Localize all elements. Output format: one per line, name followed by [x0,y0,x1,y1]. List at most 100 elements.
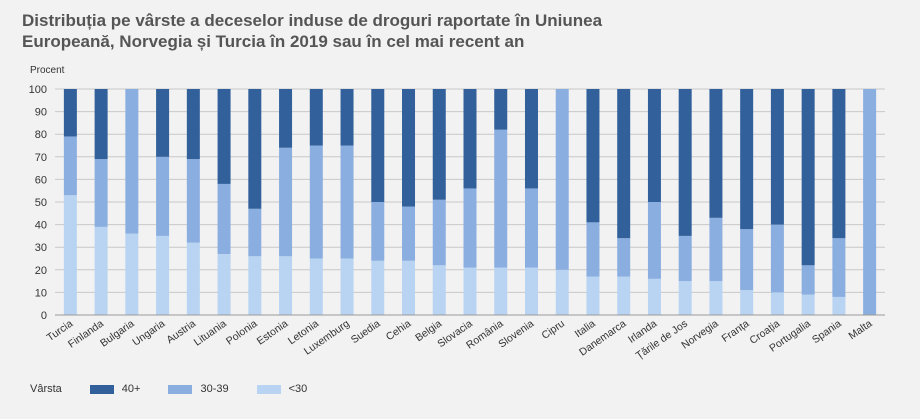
y-tick-label: 40 [35,220,47,232]
bar-segment-40plus [432,89,446,200]
bar-segment-under-30 [94,226,108,315]
bar-segment-40plus [617,89,631,239]
legend: Vârsta 40+ 30-39 <30 [30,383,335,395]
y-tick-label: 50 [35,197,47,209]
bar-segment-30-39 [617,238,631,277]
bar-segment-30-39 [863,89,877,315]
bar-segment-under-30 [586,276,600,315]
bar-segment-40plus [709,89,723,218]
bar-segment-40plus [647,89,661,202]
bar-segment-40plus [586,89,600,223]
bar-segment-30-39 [494,129,508,268]
bar-segment-under-30 [494,267,508,315]
bar-segment-30-39 [248,208,262,257]
x-tick-label: Cehia [384,318,413,344]
bar-segment-under-30 [186,242,200,315]
bar-segment-under-30 [125,233,139,315]
bar-segment-under-30 [248,256,262,315]
bar-segment-30-39 [555,89,569,270]
bar-segment-under-30 [432,265,446,315]
bar-segment-40plus [770,89,784,225]
y-tick-label: 60 [35,174,47,186]
bar-segment-40plus [801,89,815,266]
x-tick-label: Franța [720,318,752,345]
bar-segment-40plus [463,89,477,189]
bar-segment-30-39 [586,222,600,277]
bar-segment-30-39 [801,265,815,295]
bar-segment-under-30 [709,281,723,315]
x-tick-label: Estonia [255,318,291,348]
bar-segment-under-30 [647,278,661,315]
y-tick-label: 20 [35,265,47,277]
bar-segment-40plus [371,89,385,202]
legend-item-under-30: <30 [256,383,308,395]
bar-segment-30-39 [217,183,231,254]
y-tick-label: 100 [29,84,47,96]
y-tick-label: 30 [35,242,47,254]
bar-segment-30-39 [432,199,446,266]
bar-segment-under-30 [740,290,754,315]
bar-segment-under-30 [832,296,846,315]
legend-title: Vârsta [30,383,62,395]
y-tick-label: 10 [35,287,47,299]
x-tick-label: Polonia [224,318,260,348]
x-tick-label: Lituania [192,318,229,349]
bar-segment-40plus [217,89,231,184]
bar-segment-under-30 [402,260,416,315]
bar-segment-30-39 [156,156,170,236]
legend-swatch-30-39 [168,384,193,394]
bar-segment-30-39 [279,147,293,257]
bar-segment-under-30 [617,276,631,315]
legend-swatch-under-30 [256,384,281,394]
bar-segment-under-30 [770,292,784,315]
bar-segment-30-39 [63,136,77,196]
bar-segment-under-30 [801,294,815,315]
x-tick-label: Slovenia [496,318,536,351]
bar-segment-under-30 [279,256,293,315]
bar-segment-under-30 [309,258,323,315]
bar-segment-30-39 [371,202,385,261]
bar-segment-30-39 [709,217,723,282]
legend-swatch-40plus [89,384,114,394]
bar-segment-30-39 [740,229,754,291]
bar-segment-40plus [94,89,108,160]
bar-segment-40plus [494,89,508,130]
y-axis-label: Procent [30,65,65,76]
y-tick-label: 90 [35,107,47,119]
bar-segment-under-30 [463,267,477,315]
bar-segment-30-39 [340,145,354,259]
x-tick-label: Cipru [540,318,568,342]
bar-segment-40plus [279,89,293,148]
bar-segment-30-39 [678,235,692,282]
y-tick-label: 80 [35,129,47,141]
x-tick-label: Bulgaria [98,318,137,350]
bar-segment-30-39 [524,188,538,268]
legend-label-40plus: 40+ [121,383,141,395]
bar-segment-40plus [186,89,200,160]
legend-item-30-39: 30-39 [168,383,229,395]
bar-segment-40plus [524,89,538,189]
bar-segment-under-30 [217,253,231,315]
bar-segment-40plus [402,89,416,207]
bar-segment-30-39 [125,89,139,234]
bar-segment-40plus [740,89,754,230]
x-tick-label: Spania [810,318,844,347]
x-tick-label: Malta [846,318,874,343]
bar-segment-30-39 [832,238,846,297]
legend-label-30-39: 30-39 [200,383,229,395]
legend-item-40plus: 40+ [89,383,141,395]
legend-label-under-30: <30 [288,383,308,395]
bar-segment-under-30 [340,258,354,315]
bar-segment-under-30 [371,260,385,315]
bar-segment-under-30 [555,269,569,315]
bar-segment-30-39 [463,188,477,268]
bar-segment-40plus [309,89,323,146]
x-tick-label: Ungaria [130,318,167,349]
y-tick-label: 70 [35,152,47,164]
bar-segment-40plus [832,89,846,239]
bar-segment-30-39 [309,145,323,259]
bar-segment-40plus [248,89,262,209]
bar-segment-40plus [340,89,354,146]
x-tick-label: Finlanda [66,318,106,351]
